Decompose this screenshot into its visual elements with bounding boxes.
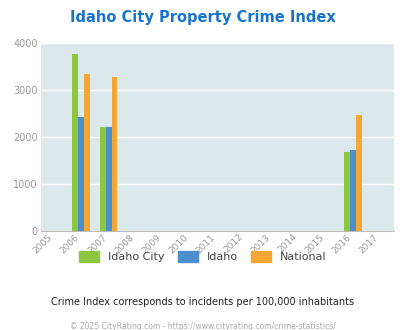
Bar [99, 127, 105, 231]
Bar [72, 54, 78, 231]
Text: Crime Index corresponds to incidents per 100,000 inhabitants: Crime Index corresponds to incidents per… [51, 297, 354, 307]
Bar [78, 117, 84, 231]
Legend: Idaho City, Idaho, National: Idaho City, Idaho, National [75, 247, 330, 267]
Bar [355, 115, 361, 231]
Bar [84, 74, 90, 231]
Bar [105, 127, 111, 231]
Bar [343, 152, 349, 231]
Bar [111, 77, 117, 231]
Text: © 2025 CityRating.com - https://www.cityrating.com/crime-statistics/: © 2025 CityRating.com - https://www.city… [70, 322, 335, 330]
Bar [349, 149, 355, 231]
Text: Idaho City Property Crime Index: Idaho City Property Crime Index [70, 10, 335, 25]
